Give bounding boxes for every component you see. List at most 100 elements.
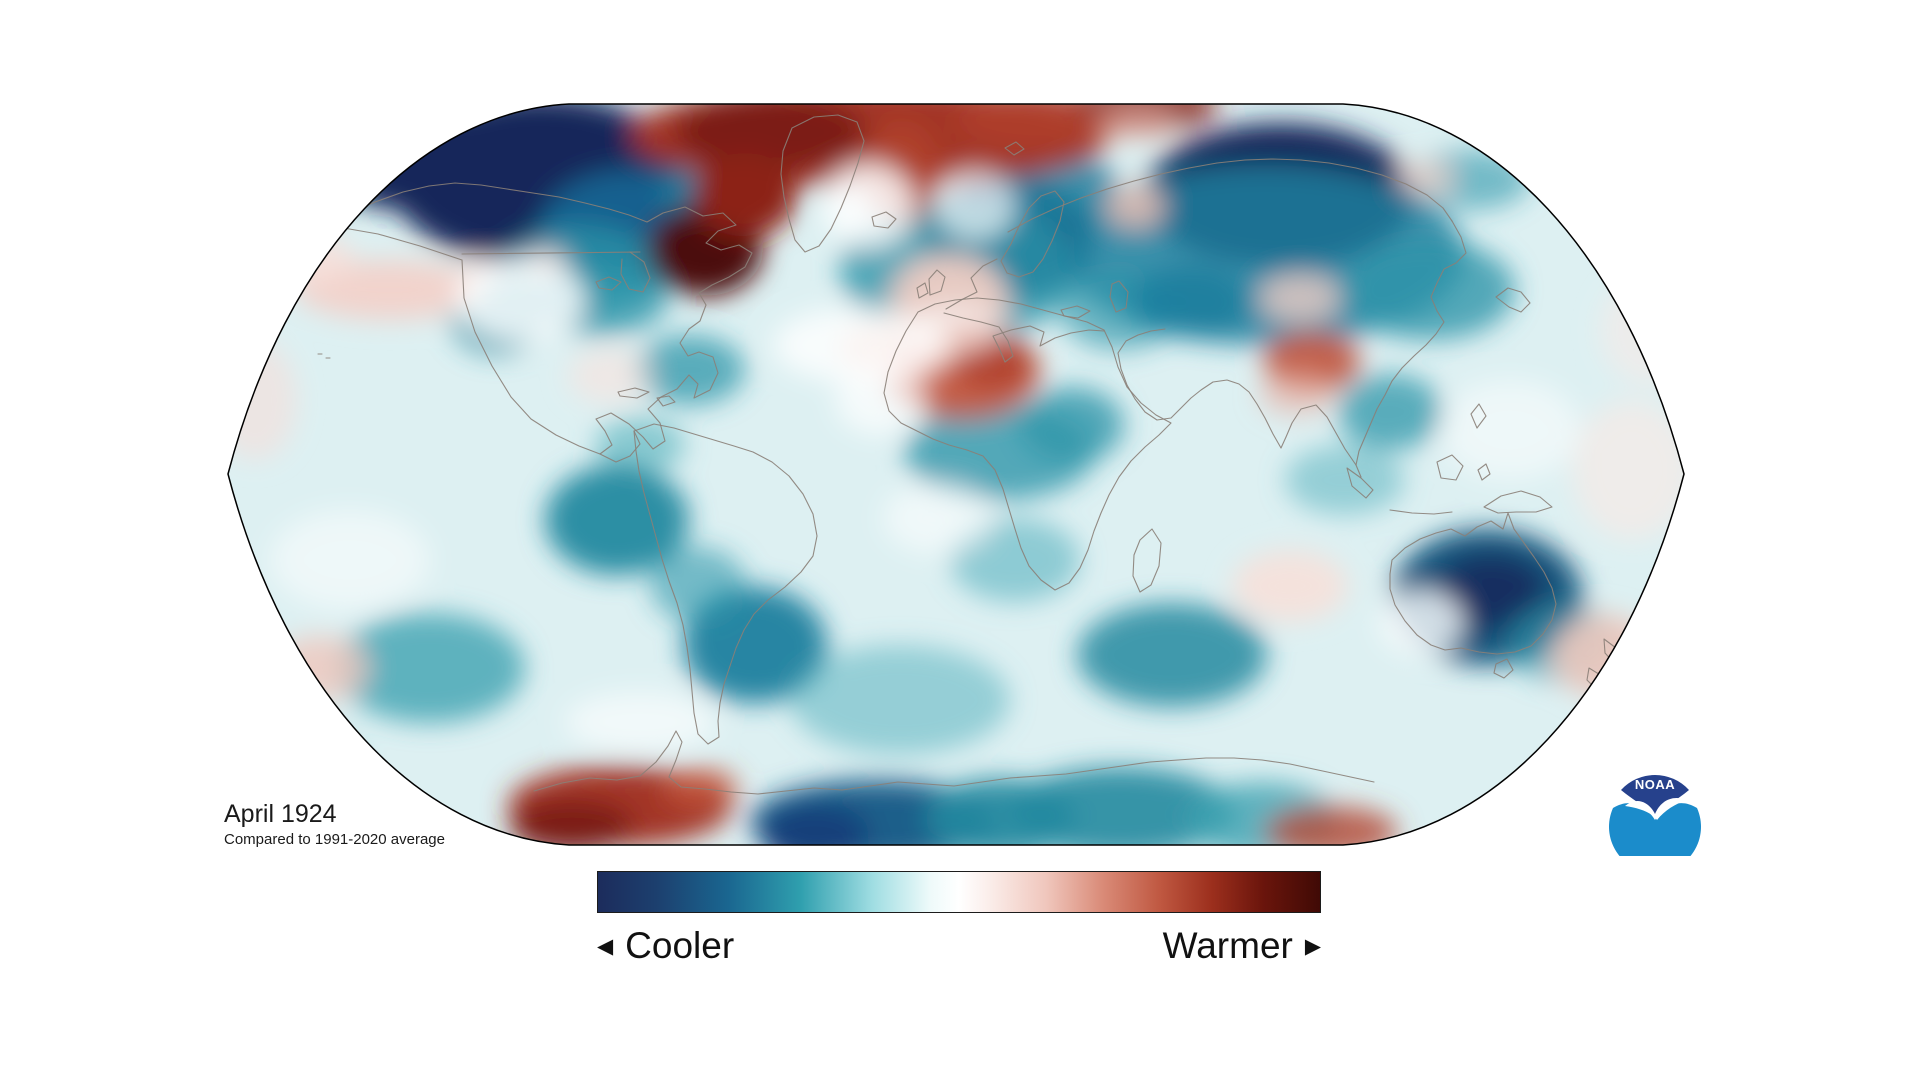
anomaly-cell	[270, 510, 430, 610]
coast-borneo	[1436, 454, 1464, 481]
coast-scandinavia	[1000, 190, 1065, 278]
anomaly-cell	[568, 348, 652, 404]
coast-east-asia	[1355, 220, 1467, 478]
coast-uk	[928, 269, 946, 296]
coast-central-america	[599, 430, 641, 463]
coast-africa	[883, 297, 1172, 591]
coast-north-america	[299, 182, 753, 455]
coast-cuba	[617, 387, 650, 399]
anomaly-cell	[1020, 387, 1124, 463]
coast-sumatra	[1346, 467, 1374, 499]
map-caption: April 1924 Compared to 1991-2020 average	[224, 800, 445, 848]
anomaly-cell	[310, 104, 510, 210]
anomaly-cell	[565, 692, 715, 752]
anomaly-cell	[1232, 550, 1348, 622]
noaa-logo-text: NOAA	[1635, 777, 1675, 792]
anomaly-cell	[1106, 186, 1166, 226]
coast-java	[1389, 509, 1453, 515]
anomaly-cell	[1338, 374, 1442, 450]
anomaly-cell	[635, 335, 745, 405]
anomaly-cell	[662, 768, 738, 808]
anomaly-cell	[228, 340, 297, 460]
coast-iceland	[871, 211, 897, 229]
warmer-label: Warmer	[1162, 925, 1293, 966]
anomaly-cell	[1266, 806, 1398, 845]
anomaly-cell	[455, 258, 585, 342]
cooler-label-group: ◀ Cooler	[597, 925, 734, 967]
coast-caspian-sea	[1109, 280, 1129, 313]
anomaly-cell	[295, 260, 485, 320]
anomaly-cell	[335, 613, 525, 723]
anomaly-cell	[790, 645, 1010, 755]
coast-japan	[1495, 287, 1531, 313]
caption-title: April 1924	[224, 800, 337, 828]
left-arrow-icon: ◀	[597, 934, 614, 958]
anomaly-cell	[1260, 274, 1340, 322]
anomaly-cell	[910, 305, 1000, 355]
anomaly-cell	[1132, 266, 1248, 338]
right-arrow-icon: ▶	[1304, 934, 1321, 958]
coast-hudson-bay	[620, 251, 651, 293]
anomaly-cell	[650, 547, 746, 623]
coast-black-sea	[1060, 305, 1091, 319]
colorbar-labels: ◀ Cooler Warmer ▶	[597, 920, 1321, 972]
coast-hispaniola	[656, 395, 676, 407]
coast-greenland	[780, 114, 865, 253]
anomaly-cell	[1436, 554, 1546, 630]
coastlines	[299, 114, 1626, 795]
anomaly-cell	[955, 104, 1125, 148]
anomaly-cell	[250, 234, 354, 282]
anomaly-cell	[1259, 372, 1335, 416]
temperature-colorbar	[597, 871, 1321, 913]
coast-south-america	[633, 423, 818, 745]
coast-new-guinea	[1483, 490, 1553, 514]
anomaly-cell	[1600, 275, 1684, 385]
coast-australia	[1389, 512, 1557, 655]
anomaly-cell	[675, 104, 865, 170]
noaa-bird-icon	[1625, 797, 1687, 820]
anomaly-cell	[240, 140, 360, 220]
anomaly-cell	[773, 307, 943, 383]
coast-philippines	[1470, 403, 1487, 429]
coast-arctic-russia	[1007, 158, 1453, 233]
anomaly-cell	[1005, 767, 1235, 845]
coast-hawaii	[317, 353, 331, 359]
noaa-logo-shield	[1621, 774, 1689, 816]
anomaly-cell	[1396, 162, 1452, 194]
anomaly-cell	[1285, 445, 1405, 515]
coast-svalbard	[1004, 141, 1025, 156]
coast-madagascar	[1132, 528, 1162, 593]
anomaly-cell	[272, 636, 368, 700]
anomaly-cell	[1440, 380, 1580, 480]
coast-antarctica	[533, 730, 1375, 795]
anomaly-cell	[693, 153, 797, 237]
noaa-logo: NOAA	[1607, 758, 1703, 856]
warmer-label-group: Warmer ▶	[1163, 925, 1321, 967]
caption-subtitle: Compared to 1991-2020 average	[224, 830, 445, 848]
anomaly-cell	[935, 170, 1015, 240]
anomaly-cell	[760, 803, 870, 845]
anomaly-cell	[1345, 240, 1515, 340]
anomaly-cell	[1093, 104, 1177, 140]
coast-tasmania	[1493, 658, 1514, 679]
anomaly-cell	[835, 365, 925, 435]
anomaly-cell	[510, 800, 634, 845]
anomaly-cell	[545, 465, 689, 575]
anomaly-cell	[1380, 590, 1464, 654]
coast-south-asia	[1117, 328, 1357, 466]
noaa-logo-ocean	[1609, 803, 1701, 856]
anomaly-cell	[823, 163, 913, 247]
anomaly-cell	[1077, 603, 1267, 707]
anomaly-cell	[1552, 614, 1656, 698]
cooler-label: Cooler	[625, 925, 735, 966]
anomaly-cell	[1572, 400, 1684, 540]
coast-sulawesi	[1477, 463, 1491, 481]
coast-ireland	[916, 282, 929, 299]
coast-europe-mediterranean	[943, 258, 1105, 363]
coast-great-lakes	[595, 276, 622, 291]
anomaly-cell	[595, 417, 685, 473]
anomaly-cell	[883, 482, 993, 554]
border-us-canada	[461, 251, 641, 255]
